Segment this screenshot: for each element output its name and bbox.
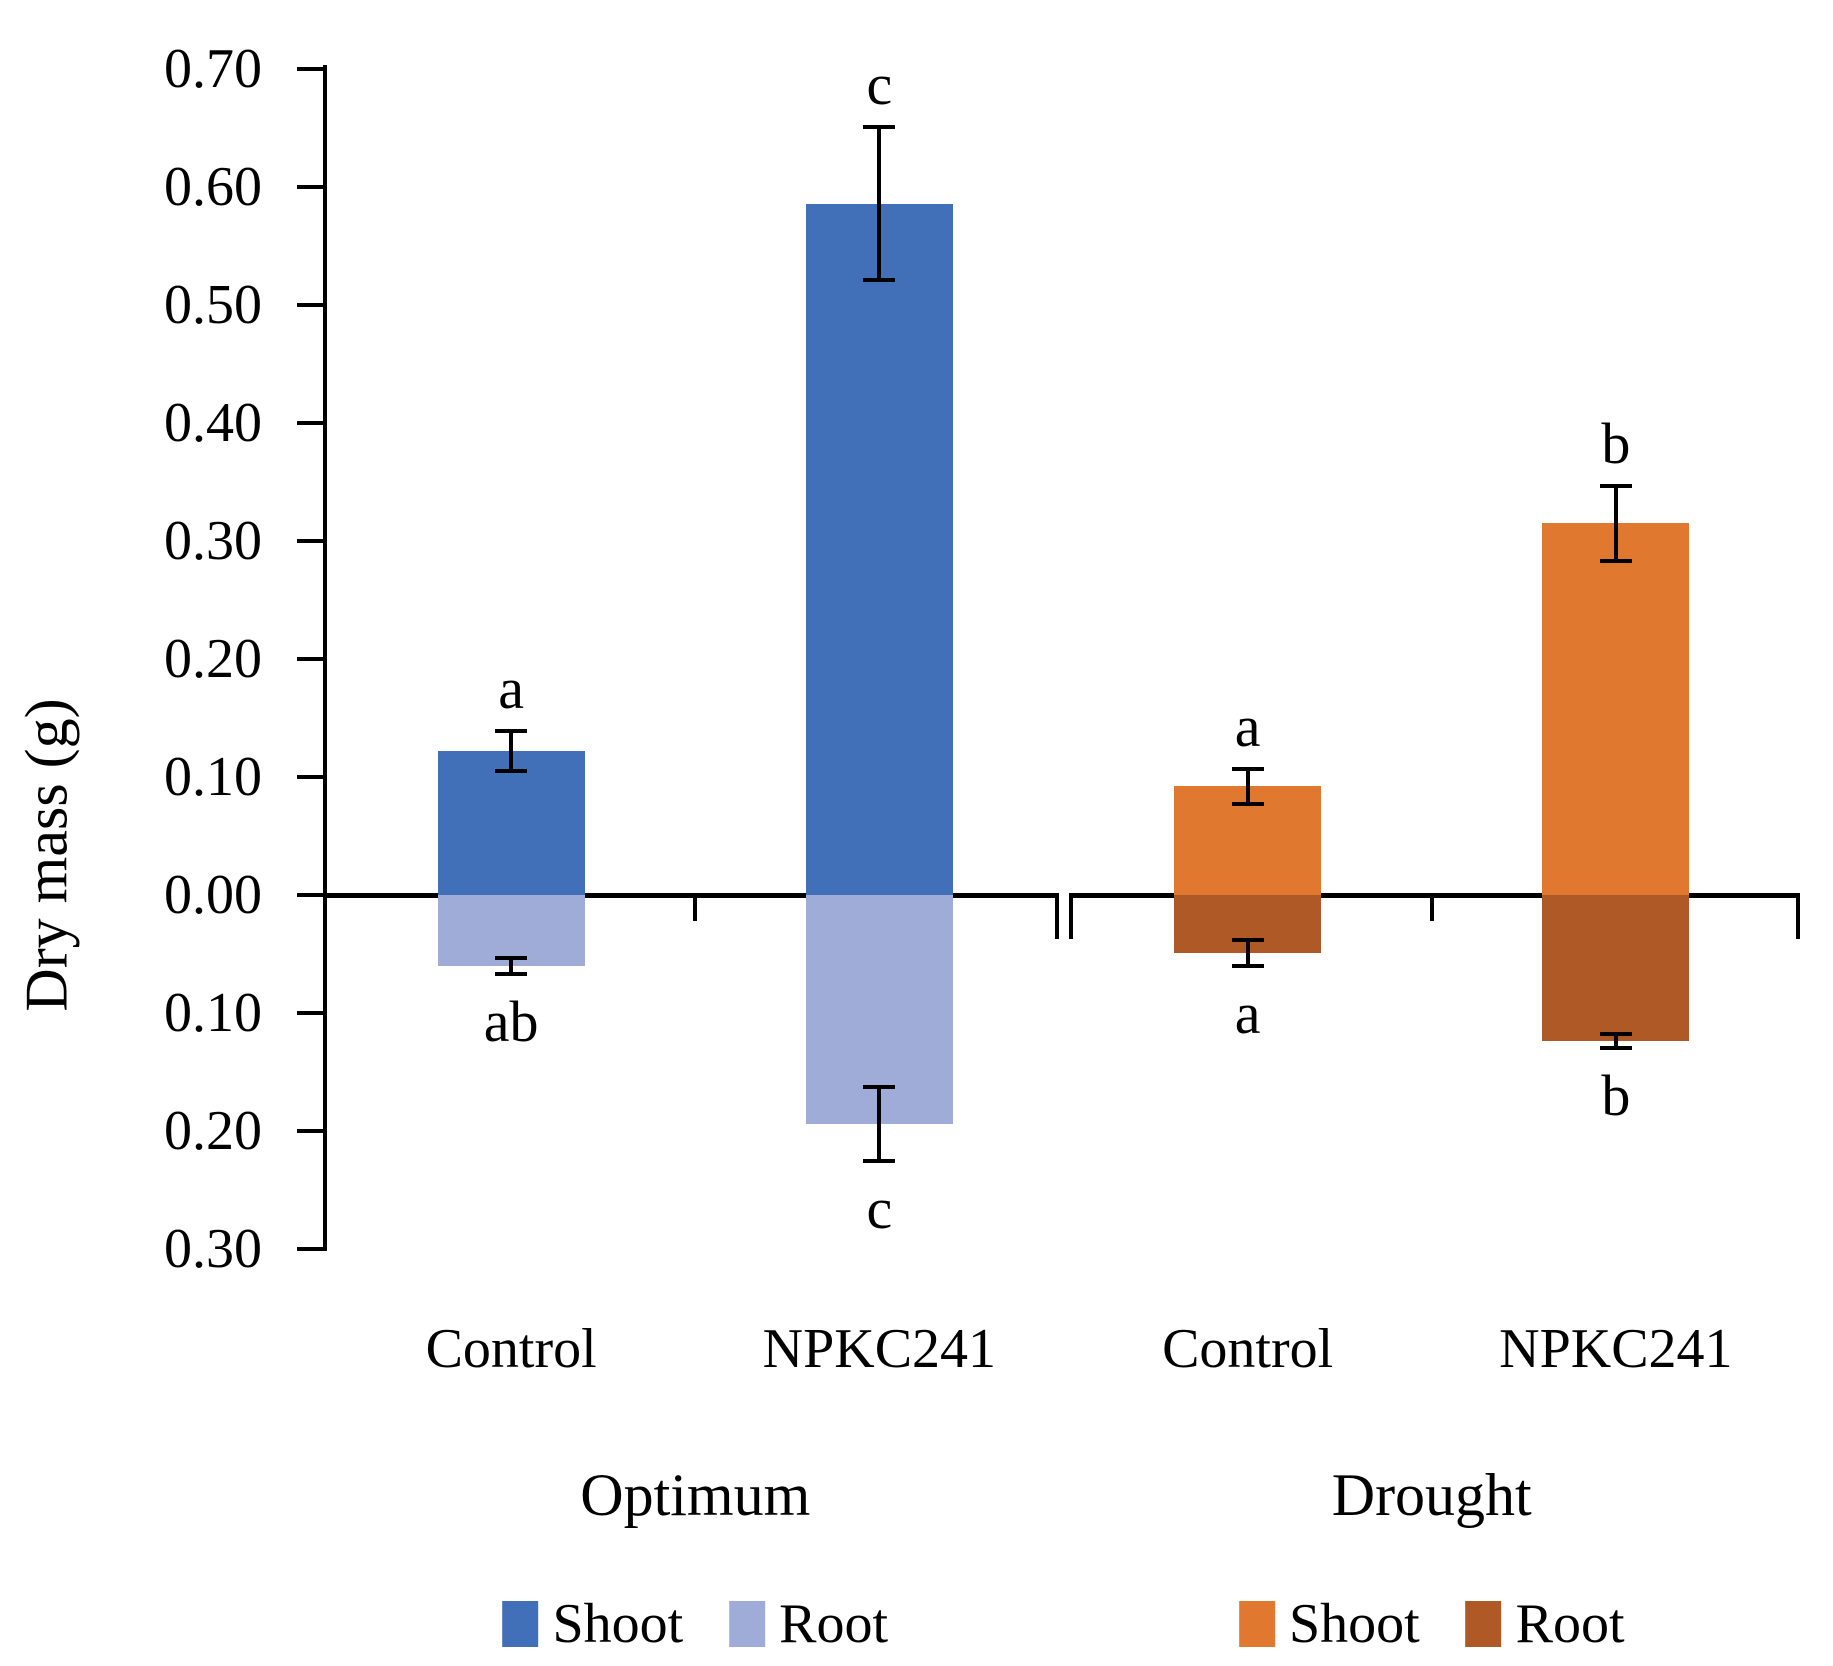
- error-bar-shoot-drought-control: [1245, 768, 1250, 805]
- y-axis-tick-label: 0.40: [164, 392, 262, 454]
- bar-root-drought-npkc241: [1542, 895, 1690, 1042]
- y-axis-tick: [297, 893, 323, 897]
- error-bar-shoot-optimum-npkc241: [877, 126, 882, 281]
- legend-label: Root: [1515, 1593, 1625, 1655]
- x-axis-line-right: [1068, 893, 1800, 898]
- x-axis-group-tick: [1054, 895, 1059, 939]
- legend-item-drought-shoot: Shoot: [1238, 1593, 1420, 1655]
- legend-label: Shoot: [1288, 1593, 1420, 1655]
- error-cap: [495, 972, 528, 977]
- legend-swatch-icon: [1465, 1601, 1502, 1647]
- sig-letter-shoot-drought-control: a: [1234, 693, 1261, 759]
- y-axis-tick: [297, 539, 323, 543]
- sig-letter-root-optimum-control: ab: [483, 989, 539, 1055]
- bar-root-optimum-control: [437, 895, 585, 966]
- legend-item-drought-root: Root: [1465, 1593, 1625, 1655]
- y-axis-tick-label: 0.30: [164, 1218, 262, 1280]
- error-bar-shoot-optimum-control: [509, 730, 514, 772]
- x-axis-line-left: [327, 893, 1059, 898]
- x-category-label-optimum-control: Control: [425, 1318, 597, 1380]
- error-cap: [863, 124, 896, 129]
- legend-item-optimum-root: Root: [729, 1594, 888, 1654]
- y-axis-tick-label: 0.10: [164, 746, 262, 808]
- x-axis-end-tick: [1796, 895, 1800, 939]
- y-axis-tick: [297, 67, 323, 71]
- y-axis-tick: [297, 1247, 323, 1251]
- y-axis-tick: [297, 185, 323, 189]
- y-axis-tick-label: 0.00: [164, 864, 262, 926]
- error-cap: [1231, 766, 1264, 771]
- bar-shoot-optimum-npkc241: [805, 203, 953, 895]
- y-axis-tick: [297, 1129, 323, 1133]
- error-bar-shoot-drought-npkc241: [1613, 485, 1618, 562]
- error-cap: [1599, 1032, 1632, 1037]
- y-axis-tick-label: 0.20: [164, 1100, 262, 1162]
- x-group-label-optimum: Optimum: [580, 1462, 811, 1528]
- error-bar-root-drought-npkc241: [1613, 1034, 1618, 1049]
- error-cap: [1231, 802, 1264, 807]
- y-axis-tick: [297, 657, 323, 661]
- legend-label: Root: [779, 1593, 889, 1655]
- error-cap: [1599, 483, 1632, 488]
- legend-optimum: Shoot Root: [502, 1594, 888, 1654]
- y-axis-tick: [297, 1011, 323, 1015]
- sig-letter-shoot-optimum-control: a: [498, 655, 524, 721]
- sig-letter-root-drought-control: a: [1234, 980, 1261, 1046]
- y-axis-tick-label: 0.10: [164, 982, 262, 1044]
- error-cap: [863, 1158, 896, 1163]
- y-axis-tick: [297, 775, 323, 779]
- y-axis-tick-label: 0.60: [164, 156, 262, 218]
- bar-shoot-drought-npkc241: [1542, 523, 1690, 895]
- sig-letter-shoot-drought-npkc241: b: [1601, 410, 1631, 476]
- sig-letter-shoot-optimum-npkc241: c: [866, 51, 893, 117]
- sig-letter-root-optimum-npkc241: c: [866, 1175, 893, 1241]
- error-cap: [1231, 937, 1264, 942]
- error-cap: [1599, 559, 1632, 564]
- error-cap: [1599, 1046, 1632, 1051]
- x-axis-group-tick: [1068, 895, 1073, 939]
- error-cap: [1231, 963, 1264, 968]
- error-bar-root-drought-control: [1245, 939, 1250, 966]
- error-cap: [863, 278, 896, 283]
- legend-swatch-icon: [502, 1601, 539, 1647]
- y-axis-tick: [297, 421, 323, 425]
- error-cap: [863, 1085, 896, 1090]
- error-cap: [495, 728, 528, 733]
- bar-shoot-optimum-control: [437, 751, 585, 895]
- error-cap: [495, 769, 528, 774]
- x-axis-tick: [693, 895, 698, 921]
- sig-letter-root-drought-npkc241: b: [1601, 1063, 1631, 1129]
- x-category-label-drought-control: Control: [1162, 1318, 1334, 1380]
- x-group-label-drought: Drought: [1331, 1462, 1532, 1528]
- x-category-label-drought-npkc241: NPKC241: [1499, 1318, 1733, 1380]
- x-axis-tick: [1429, 895, 1434, 921]
- y-axis-tick: [297, 303, 323, 307]
- legend-swatch-icon: [1238, 1601, 1275, 1647]
- legend-swatch-icon: [729, 1601, 766, 1647]
- y-axis-tick-label: 0.50: [164, 274, 262, 336]
- legend-item-optimum-shoot: Shoot: [502, 1594, 683, 1654]
- error-cap: [495, 955, 528, 960]
- y-axis-line: [323, 65, 327, 1251]
- x-category-label-optimum-npkc241: NPKC241: [762, 1318, 997, 1380]
- error-bar-root-optimum-control: [509, 957, 514, 975]
- y-axis-tick-label: 0.70: [164, 38, 262, 100]
- y-axis-tick-label: 0.20: [164, 628, 262, 690]
- y-axis-tick-label: 0.30: [164, 510, 262, 572]
- legend-label: Shoot: [552, 1593, 684, 1655]
- legend-drought: Shoot Root: [1238, 1593, 1625, 1655]
- error-bar-root-optimum-npkc241: [877, 1087, 882, 1161]
